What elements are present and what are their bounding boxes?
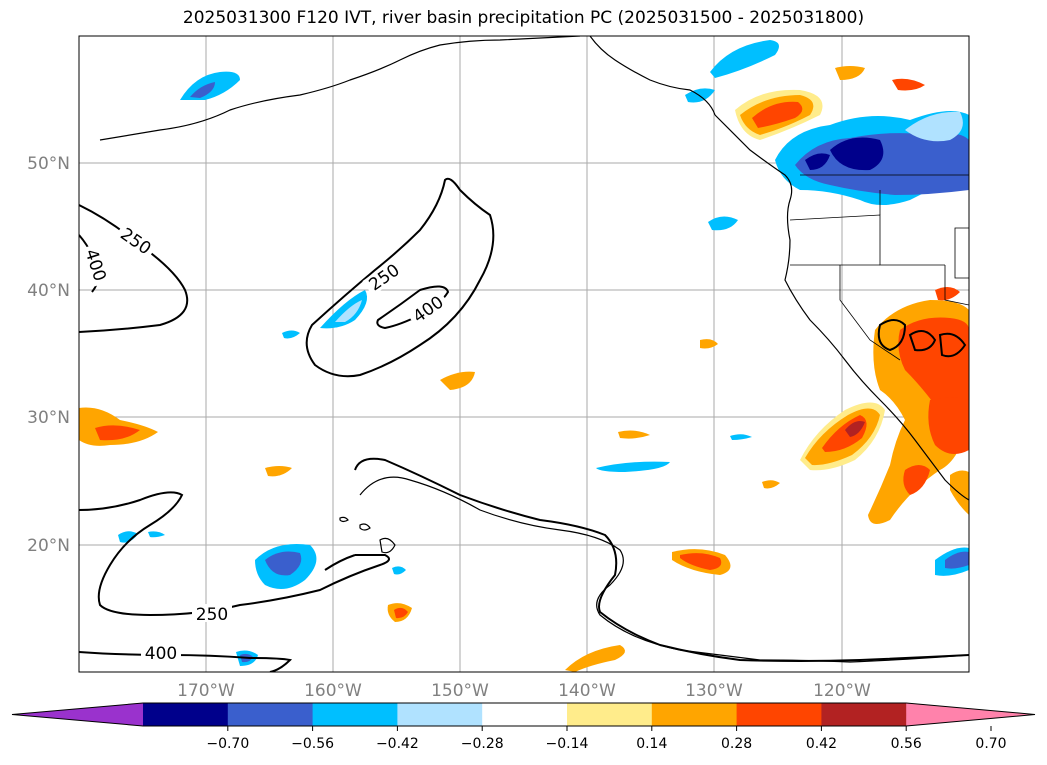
longitude-labels: 170°W 160°W 150°W 140°W 130°W 120°W bbox=[177, 681, 871, 701]
contour-label: 400 bbox=[145, 644, 177, 664]
colorbar-tick-label: −0.28 bbox=[461, 736, 504, 752]
colorbar-segment bbox=[821, 703, 907, 726]
latitude-label: 20°N bbox=[27, 536, 70, 556]
colorbar-tick-label: −0.14 bbox=[546, 736, 589, 752]
colorbar-tick-label: 0.56 bbox=[891, 736, 922, 752]
colorbar-segment bbox=[651, 703, 738, 726]
latitude-label: 30°N bbox=[27, 408, 70, 428]
colorbar-tick-label: 0.28 bbox=[721, 736, 752, 752]
colorbar-tick-label: −0.56 bbox=[291, 736, 334, 752]
colorbar-segment bbox=[482, 703, 568, 726]
colorbar-tick-label: 0.70 bbox=[975, 736, 1006, 752]
latitude-label: 50°N bbox=[27, 154, 70, 174]
map-frame bbox=[78, 35, 970, 673]
latitude-label: 40°N bbox=[27, 281, 70, 301]
longitude-label: 160°W bbox=[304, 681, 362, 701]
colorbar-segment bbox=[227, 703, 314, 726]
political-borders bbox=[789, 174, 969, 361]
colorbar: −0.70 −0.56 −0.42 −0.28 −0.14 0.14 0.28 0.42 0.5… bbox=[11, 702, 1036, 752]
colorbar-segment bbox=[312, 703, 398, 726]
longitude-label: 150°W bbox=[431, 681, 489, 701]
colorbar-extend-high bbox=[906, 703, 1035, 726]
negative-pc-shading bbox=[118, 40, 969, 666]
longitude-label: 140°W bbox=[558, 681, 616, 701]
colorbar-segment bbox=[736, 703, 822, 726]
colorbar-segment bbox=[567, 703, 653, 726]
colorbar-tick-label: 0.42 bbox=[806, 736, 837, 752]
colorbar-segment bbox=[397, 703, 483, 726]
contour-label: 250 bbox=[196, 605, 228, 625]
longitude-label: 170°W bbox=[177, 681, 235, 701]
latitude-labels: 50°N 40°N 30°N 20°N bbox=[27, 154, 70, 556]
colorbar-tick-label: −0.70 bbox=[206, 736, 249, 752]
longitude-label: 130°W bbox=[685, 681, 743, 701]
colorbar-tick-label: 0.14 bbox=[636, 736, 667, 752]
map-title: 2025031300 F120 IVT, river basin precipi… bbox=[182, 8, 865, 28]
colorbar-extend-low bbox=[12, 703, 143, 726]
colorbar-tick-label: −0.42 bbox=[376, 736, 419, 752]
colorbar-outline bbox=[11, 702, 1036, 727]
colorbar-segment bbox=[143, 703, 229, 726]
longitude-label: 120°W bbox=[813, 681, 871, 701]
